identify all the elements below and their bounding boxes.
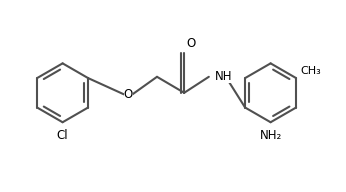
- Text: O: O: [124, 88, 133, 101]
- Text: NH₂: NH₂: [260, 129, 282, 142]
- Text: O: O: [186, 37, 196, 50]
- Text: Cl: Cl: [57, 129, 69, 142]
- Text: NH: NH: [215, 70, 232, 83]
- Text: CH₃: CH₃: [300, 65, 321, 75]
